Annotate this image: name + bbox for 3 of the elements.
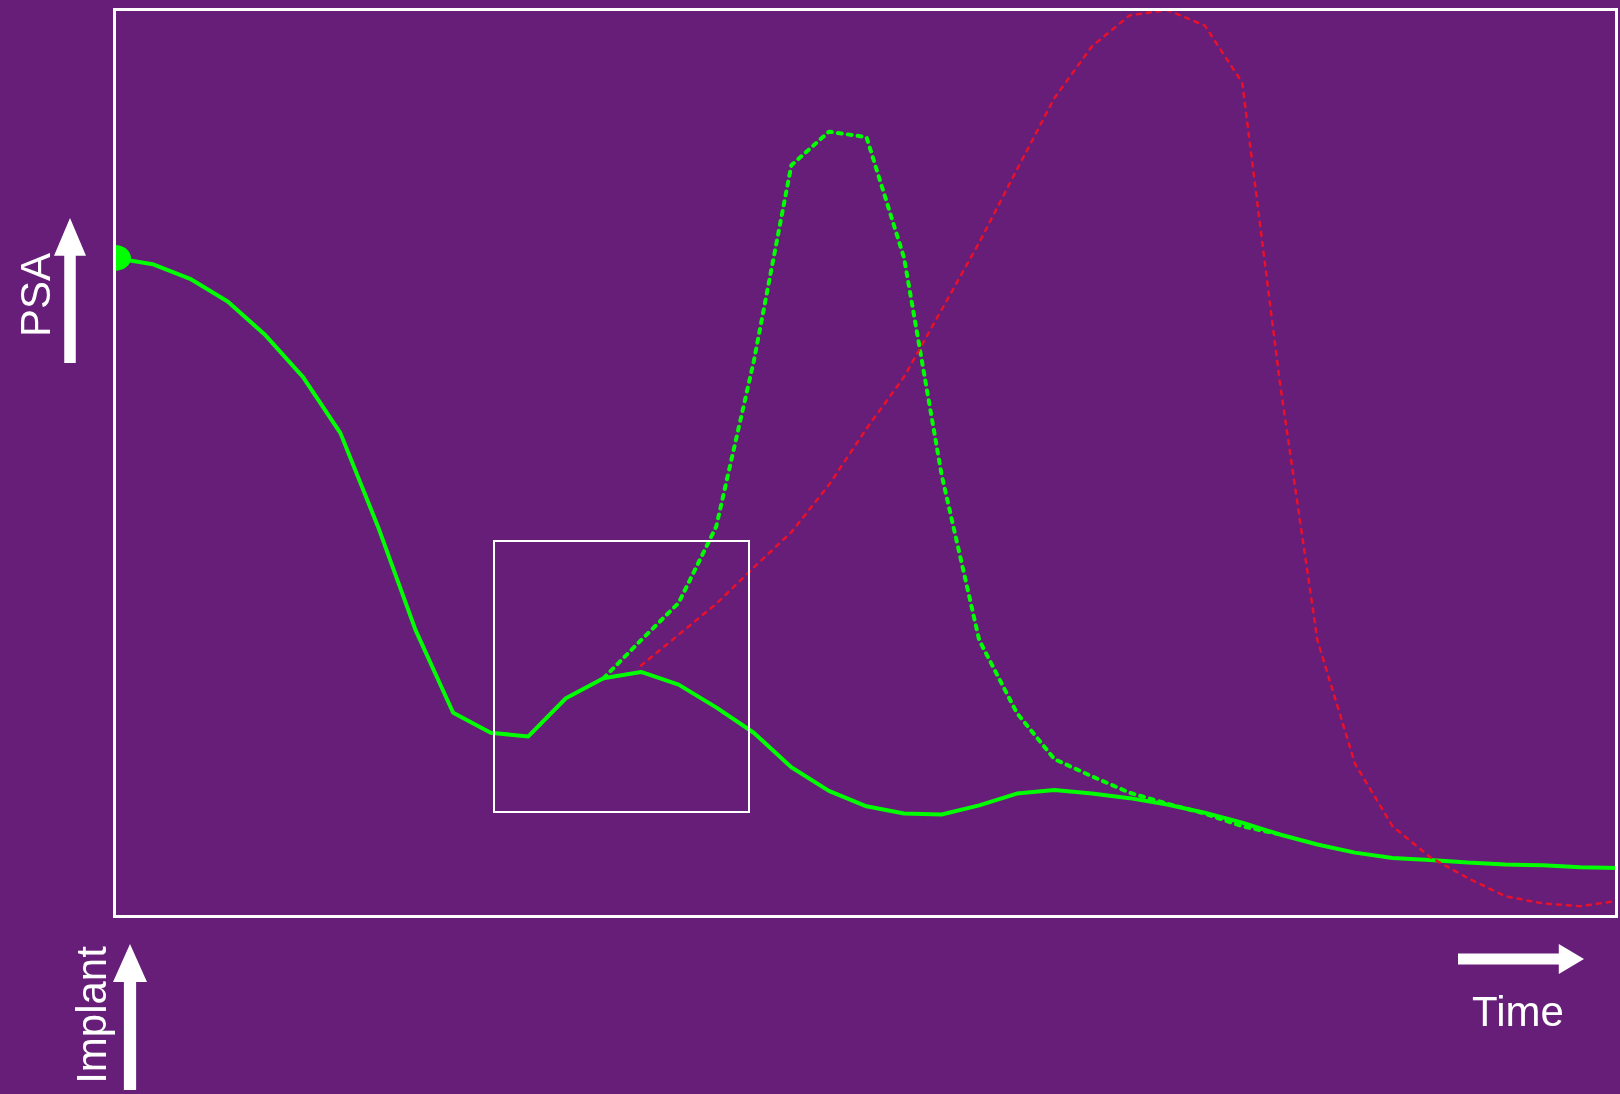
text: Implant (68, 946, 116, 1084)
x-axis-title: Time (1472, 988, 1564, 1036)
y-axis-title: PSA (12, 252, 60, 338)
